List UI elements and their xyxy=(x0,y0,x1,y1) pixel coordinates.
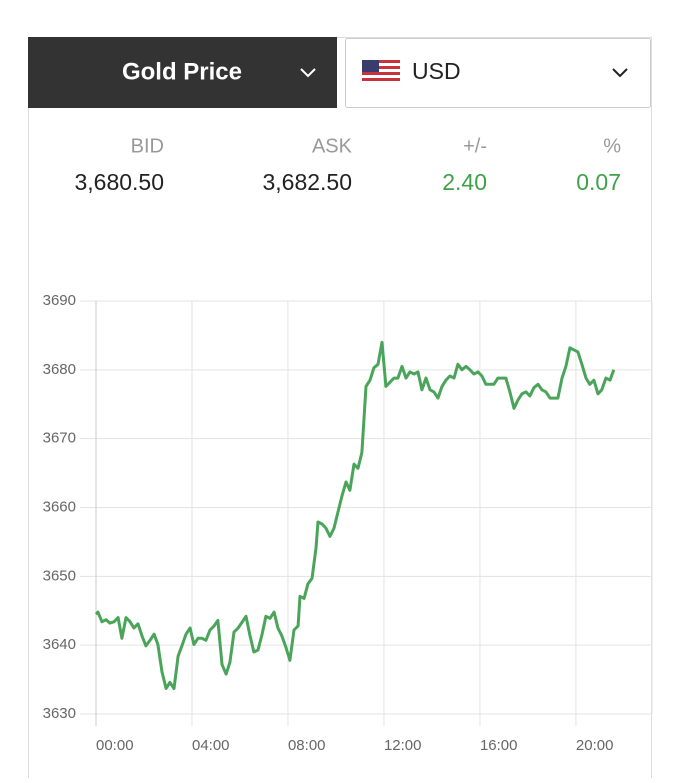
quote-value: 2.40 xyxy=(442,169,487,195)
x-tick-label: 12:00 xyxy=(384,737,422,754)
quote-value: 3,680.50 xyxy=(74,169,164,195)
selector-title: Gold Price xyxy=(122,58,242,85)
price-line xyxy=(94,340,616,690)
widget-frame xyxy=(28,37,652,783)
quote-label: % xyxy=(603,135,621,157)
y-tick-label: 3690 xyxy=(43,292,76,309)
chevron xyxy=(300,68,316,78)
x-tick-label: 16:00 xyxy=(480,737,518,754)
selector-bg xyxy=(28,37,337,108)
currency-label: USD xyxy=(412,58,461,84)
currency-bg xyxy=(345,38,651,108)
y-tick-label: 3640 xyxy=(43,636,76,653)
metal-selector[interactable]: Gold Price xyxy=(28,37,337,108)
y-tick-label: 3660 xyxy=(43,498,76,515)
us-flag xyxy=(362,60,400,84)
x-tick-label: 20:00 xyxy=(576,737,614,754)
quote-label: ASK xyxy=(312,135,353,157)
price-chart: 3630 3640 3650 3660 3670 3680 3690 00:00 04:00 08… xyxy=(43,292,653,754)
x-tick-label: 08:00 xyxy=(288,737,326,754)
quote-value: 3,682.50 xyxy=(262,169,352,195)
y-tick-label: 3680 xyxy=(43,361,76,378)
y-tick-label: 3630 xyxy=(43,705,76,722)
y-tick-label: 3670 xyxy=(43,430,76,447)
chevron xyxy=(612,68,628,78)
quote-value: 0.07 xyxy=(576,169,621,195)
quote-label: +/- xyxy=(463,135,487,157)
x-tick-label: 00:00 xyxy=(96,737,134,754)
x-tick-label: 04:00 xyxy=(192,737,230,754)
y-tick-label: 3650 xyxy=(43,567,76,584)
quote-label: BID xyxy=(131,135,164,157)
currency-selector[interactable]: USD xyxy=(345,38,651,108)
